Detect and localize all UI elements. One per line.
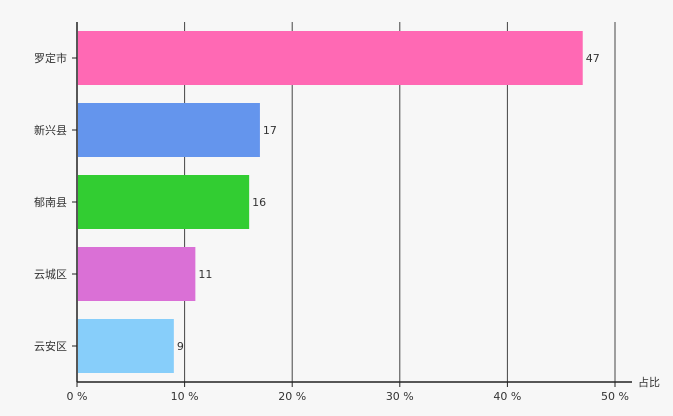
value-label-5: 9 xyxy=(177,340,184,353)
value-label-1: 47 xyxy=(586,52,600,65)
bar-3 xyxy=(78,175,250,229)
x-axis-title: 占比 xyxy=(638,375,660,389)
value-label-4: 11 xyxy=(198,268,212,281)
bar-4 xyxy=(78,247,196,301)
x-tick-label-10: 10 % xyxy=(171,390,199,403)
category-label-5: 云安区 xyxy=(34,339,67,353)
category-label-1: 罗定市 xyxy=(34,51,67,65)
bar-2 xyxy=(78,103,260,157)
x-tick-label-0: 0 % xyxy=(67,390,88,403)
value-label-2: 17 xyxy=(263,124,277,137)
category-label-4: 云城区 xyxy=(34,268,67,281)
x-tick-label-30: 30 % xyxy=(386,390,414,403)
axes xyxy=(72,22,632,387)
bar-5 xyxy=(78,319,174,373)
x-tick-label-50: 50 % xyxy=(601,390,629,403)
x-tick-label-40: 40 % xyxy=(493,390,521,403)
value-label-3: 16 xyxy=(252,196,266,209)
category-label-2: 新兴县 xyxy=(34,123,67,137)
bar-1 xyxy=(78,31,583,85)
x-tick-label-20: 20 % xyxy=(278,390,306,403)
bars xyxy=(78,31,583,373)
labels: 47 罗定市 17 新兴县 16 郁南县 11 云城区 9 云安区 0 % 10 % 20 % 30 % 4… xyxy=(34,51,660,403)
category-label-3: 郁南县 xyxy=(34,195,67,209)
